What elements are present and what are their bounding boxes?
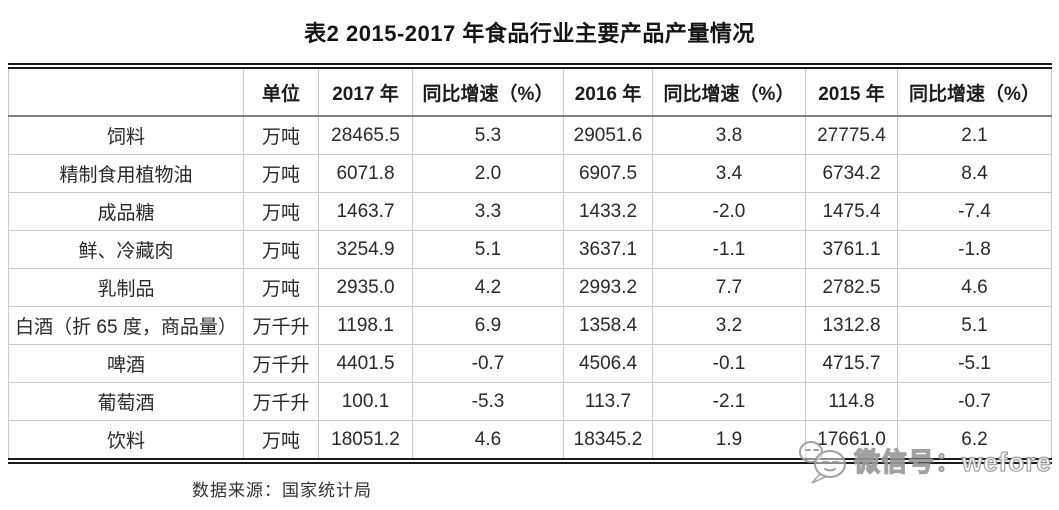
value-cell: 万吨 — [243, 192, 319, 231]
table-row: 白酒（折 65 度，商品量） 万千升 1198.1 6.9 1358.4 3.2 1312.… — [8, 306, 1052, 345]
value-cell: 万千升 — [243, 382, 319, 421]
value-cell: 113.7 — [563, 382, 653, 421]
data-source-note: 数据来源：国家统计局 — [192, 481, 372, 500]
page-title: 表2 2015-2017 年食品行业主要产品产量情况 — [304, 21, 755, 46]
value-cell: 114.8 — [805, 382, 898, 421]
table-row: 葡萄酒 万千升 100.1 -5.3 113.7 -2.1 114.8 -0.7 — [8, 382, 1052, 421]
value-cell: 100.1 — [318, 382, 413, 421]
value-cell: 4715.7 — [805, 344, 898, 383]
table-row: 鲜、冷藏肉 万吨 3254.9 5.1 3637.1 -1.1 3761.1 -1.8 — [8, 230, 1052, 269]
value-cell: 万吨 — [243, 230, 319, 269]
value-cell: 2935.0 — [318, 268, 413, 307]
value-cell: 5.1 — [412, 230, 564, 269]
value-cell: 4506.4 — [563, 344, 653, 383]
row-label-cell: 葡萄酒 — [8, 382, 244, 421]
row-label-cell: 精制食用植物油 — [8, 154, 244, 193]
value-cell: -1.8 — [897, 230, 1052, 269]
value-cell: -0.7 — [897, 382, 1052, 421]
value-cell: 7.7 — [652, 268, 806, 307]
table-row: 成品糖 万吨 1463.7 3.3 1433.2 -2.0 1475.4 -7.4 — [8, 192, 1052, 231]
table-row: 精制食用植物油 万吨 6071.8 2.0 6907.5 3.4 6734.2 8.4 — [8, 154, 1052, 193]
value-cell: 2.0 — [412, 154, 564, 193]
value-cell: -5.1 — [897, 344, 1052, 383]
value-cell: 万千升 — [243, 344, 319, 383]
value-cell: 3.2 — [652, 306, 806, 345]
value-cell: -2.0 — [652, 192, 806, 231]
production-table: 单位 2017 年同比增速（%） 2016 年同比增速（%） 2015 年同比增速（%… — [8, 63, 1052, 464]
row-label-cell: 饮料 — [8, 420, 244, 461]
value-cell: 6.2 — [897, 420, 1052, 461]
header-cell-1: 单位 — [243, 66, 319, 117]
value-cell: 18051.2 — [318, 420, 413, 461]
value-cell: -7.4 — [897, 192, 1052, 231]
row-label-cell: 成品糖 — [8, 192, 244, 231]
value-cell: 1433.2 — [563, 192, 653, 231]
value-cell: 29051.6 — [563, 116, 653, 155]
value-cell: -0.7 — [412, 344, 564, 383]
table-row: 饮料 万吨 18051.2 4.6 18345.2 1.9 17661.0 6.2 — [8, 420, 1052, 461]
header-cell-6: 2015 年 — [805, 66, 898, 117]
value-cell: 1463.7 — [318, 192, 413, 231]
value-cell: 3254.9 — [318, 230, 413, 269]
value-cell: -0.1 — [652, 344, 806, 383]
value-cell: 1475.4 — [805, 192, 898, 231]
value-cell: 8.4 — [897, 154, 1052, 193]
value-cell: 2993.2 — [563, 268, 653, 307]
value-cell: 4.6 — [897, 268, 1052, 307]
value-cell: 6734.2 — [805, 154, 898, 193]
header-cell-2: 2017 年 — [318, 66, 413, 117]
watermark: 微信号：wefore — [796, 434, 1052, 486]
header-cell-0 — [8, 66, 244, 117]
row-label-cell: 啤酒 — [8, 344, 244, 383]
value-cell: 4.2 — [412, 268, 564, 307]
value-cell: 4401.5 — [318, 344, 413, 383]
value-cell: 3.8 — [652, 116, 806, 155]
table-row: 乳制品 万吨 2935.0 4.2 2993.2 7.7 2782.5 4.6 — [8, 268, 1052, 307]
value-cell: 3761.1 — [805, 230, 898, 269]
value-cell: 万吨 — [243, 268, 319, 307]
value-cell: 5.3 — [412, 116, 564, 155]
table-header: 单位 2017 年同比增速（%） 2016 年同比增速（%） 2015 年同比增速（%… — [8, 66, 1052, 117]
value-cell: 2782.5 — [805, 268, 898, 307]
value-cell: -1.1 — [652, 230, 806, 269]
value-cell: 3.3 — [412, 192, 564, 231]
value-cell: 28465.5 — [318, 116, 413, 155]
value-cell: 万千升 — [243, 306, 319, 345]
value-cell: 5.1 — [897, 306, 1052, 345]
row-label-cell: 乳制品 — [8, 268, 244, 307]
value-cell: 6.9 — [412, 306, 564, 345]
table-header-row: 单位 2017 年同比增速（%） 2016 年同比增速（%） 2015 年同比增速（%… — [8, 66, 1052, 117]
header-cell-4: 2016 年 — [563, 66, 653, 117]
header-cell-7: 同比增速（%） — [897, 66, 1052, 117]
table-row: 啤酒 万千升 4401.5 -0.7 4506.4 -0.1 4715.7 -5.1 — [8, 344, 1052, 383]
value-cell: 18345.2 — [563, 420, 653, 461]
value-cell: 3.4 — [652, 154, 806, 193]
value-cell: 1.9 — [652, 420, 806, 461]
row-label-cell: 饲料 — [8, 116, 244, 155]
value-cell: 万吨 — [243, 154, 319, 193]
value-cell: 1358.4 — [563, 306, 653, 345]
value-cell: 2.1 — [897, 116, 1052, 155]
header-cell-3: 同比增速（%） — [412, 66, 564, 117]
value-cell: 6907.5 — [563, 154, 653, 193]
table-row: 饲料 万吨 28465.5 5.3 29051.6 3.8 27775.4 2.1 — [8, 116, 1052, 155]
watermark-text: 微信号：wefore — [853, 446, 1052, 477]
table-body: 饲料 万吨 28465.5 5.3 29051.6 3.8 27775.4 2.1 精制食用植物… — [8, 116, 1052, 461]
value-cell: 1312.8 — [805, 306, 898, 345]
value-cell: -2.1 — [652, 382, 806, 421]
value-cell: 万吨 — [243, 116, 319, 155]
value-cell: 万吨 — [243, 420, 319, 461]
row-label-cell: 白酒（折 65 度，商品量） — [8, 306, 244, 345]
value-cell: 3637.1 — [563, 230, 653, 269]
value-cell: 4.6 — [412, 420, 564, 461]
header-cell-5: 同比增速（%） — [652, 66, 806, 117]
value-cell: 1198.1 — [318, 306, 413, 345]
row-label-cell: 鲜、冷藏肉 — [8, 230, 244, 269]
value-cell: 27775.4 — [805, 116, 898, 155]
wechat-bubble-icon — [799, 441, 846, 484]
value-cell: 6071.8 — [318, 154, 413, 193]
value-cell: -5.3 — [412, 382, 564, 421]
